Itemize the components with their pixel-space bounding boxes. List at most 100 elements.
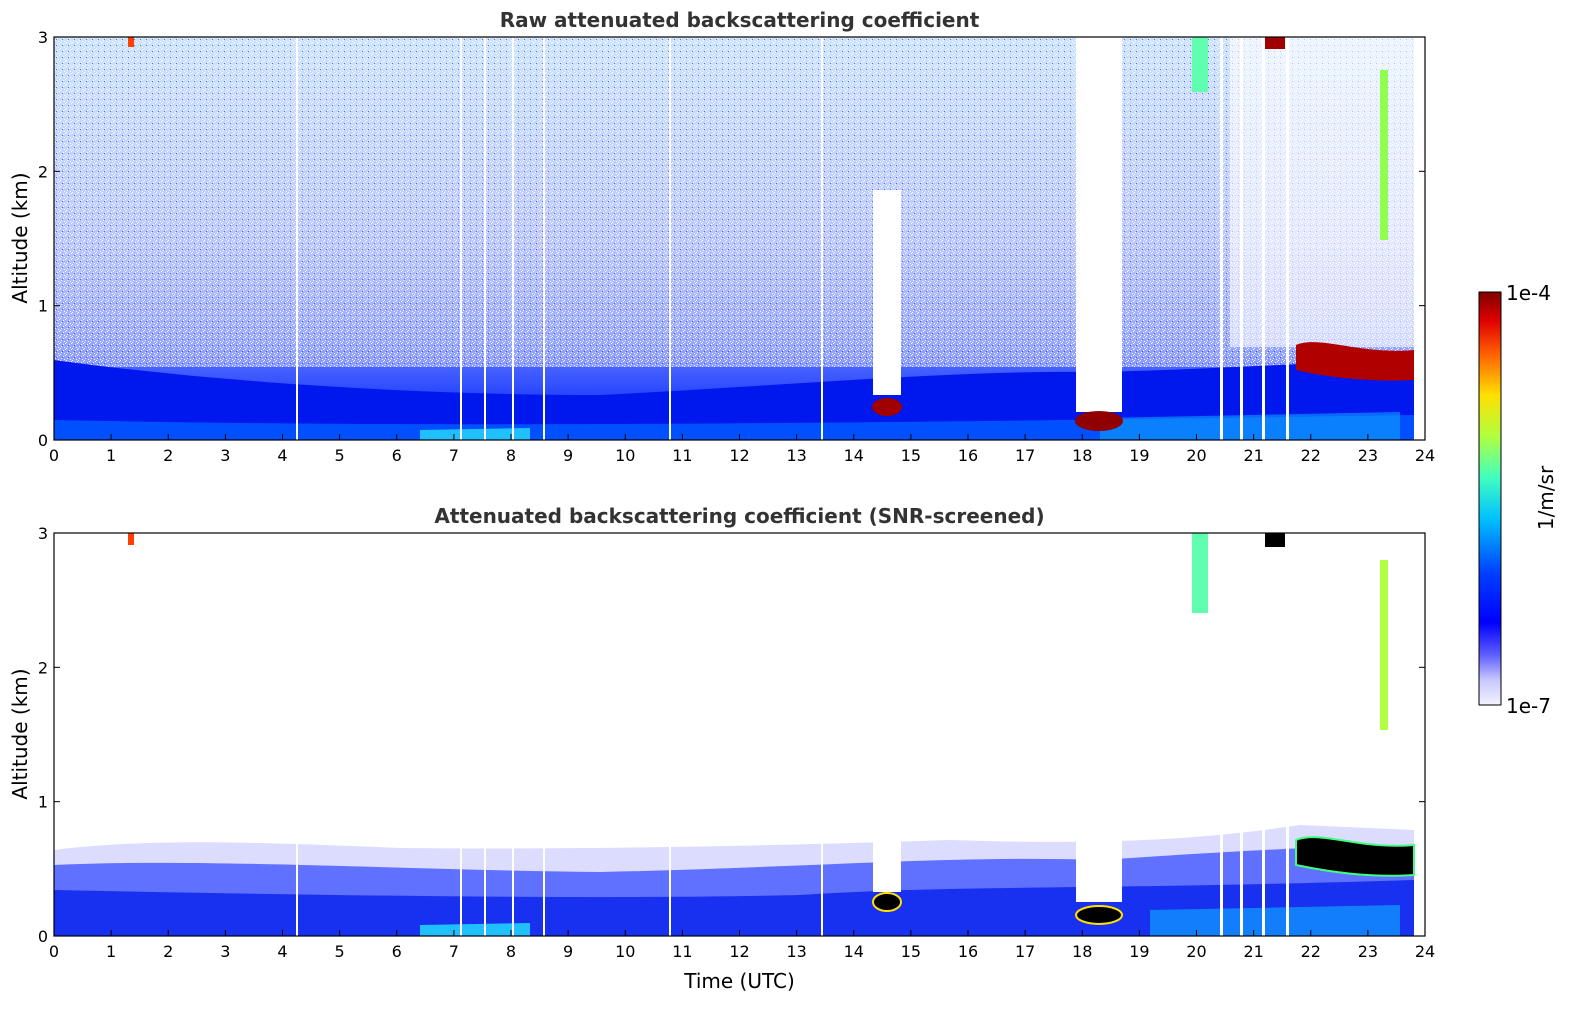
- y-tick-label: 0: [38, 431, 48, 450]
- gap-line: [296, 533, 298, 936]
- low-cloud-2-screened: [1075, 905, 1123, 925]
- bl-cyan-patch: [420, 428, 530, 440]
- cloud-gap-2-screened: [1076, 836, 1122, 902]
- panel-title-raw: Raw attenuated backscattering coefficien…: [500, 8, 980, 32]
- x-tick-label: 13: [786, 446, 806, 465]
- x-tick-label: 3: [220, 942, 230, 961]
- low-cloud-1-screened: [872, 892, 902, 912]
- gap-line: [669, 37, 671, 440]
- heatmap-raw: [54, 37, 1415, 440]
- x-tick-label: 8: [506, 942, 516, 961]
- gap-line: [484, 37, 486, 440]
- x-tick-label: 4: [277, 942, 287, 961]
- gap-line: [460, 533, 462, 936]
- x-tick-label: 10: [615, 446, 635, 465]
- gap-line: [1240, 37, 1243, 440]
- gap-line: [1262, 37, 1265, 440]
- aerosol-strong: [54, 880, 1414, 936]
- high-cloud-1: [1380, 70, 1388, 240]
- x-ticks-screened: 0 1 2 3 4 5 6 7 8 9 10 11 12 13 14 15 16 17 18 19 20 21 22 23 24: [49, 930, 1435, 961]
- x-tick-label: 2: [163, 446, 173, 465]
- x-tick-label: 2: [163, 942, 173, 961]
- gap-line: [821, 37, 823, 440]
- cloud-gap-1: [873, 190, 901, 395]
- x-tick-label: 15: [901, 942, 921, 961]
- cloud-layer-late-screened: [1295, 836, 1415, 877]
- x-tick-label: 20: [1186, 446, 1206, 465]
- x-tick-label: 7: [449, 446, 459, 465]
- gap-line: [296, 37, 298, 440]
- x-tick-label: 14: [844, 942, 864, 961]
- high-cloud-2-screened: [1192, 533, 1208, 613]
- gap-line: [543, 533, 545, 936]
- x-axis-label: Time (UTC): [683, 969, 795, 993]
- x-tick-label: 17: [1015, 446, 1035, 465]
- x-tick-label: 6: [392, 446, 402, 465]
- x-ticks-raw: 0 1 2 3 4 5 6 7 8 9 10 11 12 13 14 15 16 17 18 19 20 21 22 23 24: [49, 434, 1435, 465]
- gap-line: [460, 37, 462, 440]
- y-tick-label: 3: [38, 28, 48, 47]
- y-ticks-raw: 0 1 2 3: [38, 28, 1425, 450]
- high-cloud-4-screened: [128, 533, 134, 545]
- low-cloud-2: [1075, 411, 1123, 431]
- x-tick-label: 11: [672, 942, 692, 961]
- x-tick-label: 8: [506, 446, 516, 465]
- panel-raw: Raw attenuated backscattering coefficien…: [8, 8, 1435, 465]
- gap-line: [1286, 533, 1289, 936]
- x-tick-label: 14: [844, 446, 864, 465]
- x-tick-label: 0: [49, 942, 59, 961]
- x-tick-label: 12: [729, 942, 749, 961]
- x-tick-label: 23: [1358, 446, 1378, 465]
- x-tick-label: 12: [729, 446, 749, 465]
- heatmap-screened: [54, 533, 1415, 936]
- gap-line: [821, 533, 823, 936]
- x-tick-label: 18: [1072, 446, 1092, 465]
- x-tick-label: 6: [392, 942, 402, 961]
- high-cloud-2: [1192, 37, 1208, 92]
- x-tick-label: 7: [449, 942, 459, 961]
- gap-line: [1220, 533, 1223, 936]
- x-tick-label: 11: [672, 446, 692, 465]
- y-tick-label: 2: [38, 658, 48, 677]
- x-tick-label: 10: [615, 942, 635, 961]
- x-tick-label: 17: [1015, 942, 1035, 961]
- gap-line: [484, 533, 486, 936]
- high-cloud-1-screened: [1380, 560, 1388, 730]
- colorbar-max-label: 1e-4: [1506, 281, 1551, 305]
- y-axis-label-screened: Altitude (km): [8, 668, 32, 799]
- y-tick-label: 3: [38, 524, 48, 543]
- high-cloud-4: [128, 37, 134, 47]
- x-tick-label: 9: [563, 942, 573, 961]
- y-tick-label: 1: [38, 793, 48, 812]
- gap-line: [1240, 533, 1243, 936]
- x-tick-label: 4: [277, 446, 287, 465]
- x-tick-label: 13: [786, 942, 806, 961]
- gap-line: [512, 533, 514, 936]
- x-tick-label: 23: [1358, 942, 1378, 961]
- x-tick-label: 16: [958, 942, 978, 961]
- x-tick-label: 5: [335, 942, 345, 961]
- x-tick-label: 21: [1243, 942, 1263, 961]
- panel-title-screened: Attenuated backscattering coefficient (S…: [434, 504, 1044, 528]
- colorbar-gradient: [1478, 291, 1502, 706]
- x-tick-label: 22: [1301, 446, 1321, 465]
- y-axis-label-raw: Altitude (km): [8, 172, 32, 303]
- bl-bottom: [54, 415, 1414, 440]
- x-tick-label: 18: [1072, 942, 1092, 961]
- bl-cyan-late: [1100, 412, 1400, 440]
- low-cloud-1: [872, 398, 902, 416]
- panel-screened: Attenuated backscattering coefficient (S…: [8, 504, 1435, 993]
- cloud-gap-1-screened: [873, 836, 901, 892]
- cloud-gap-2: [1076, 37, 1122, 412]
- x-tick-label: 1: [106, 942, 116, 961]
- high-cloud-3: [1263, 37, 1285, 49]
- gap-line: [1262, 533, 1265, 936]
- x-tick-label: 1: [106, 446, 116, 465]
- x-tick-label: 21: [1243, 446, 1263, 465]
- colorbar-unit-label: 1/m/sr: [1534, 465, 1558, 530]
- cloud-layer-late: [1296, 342, 1414, 381]
- x-tick-label: 19: [1129, 942, 1149, 961]
- y-tick-label: 0: [38, 927, 48, 946]
- gap-line: [512, 37, 514, 440]
- x-tick-label: 22: [1301, 942, 1321, 961]
